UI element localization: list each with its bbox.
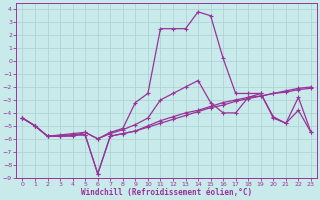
X-axis label: Windchill (Refroidissement éolien,°C): Windchill (Refroidissement éolien,°C) — [81, 188, 252, 197]
